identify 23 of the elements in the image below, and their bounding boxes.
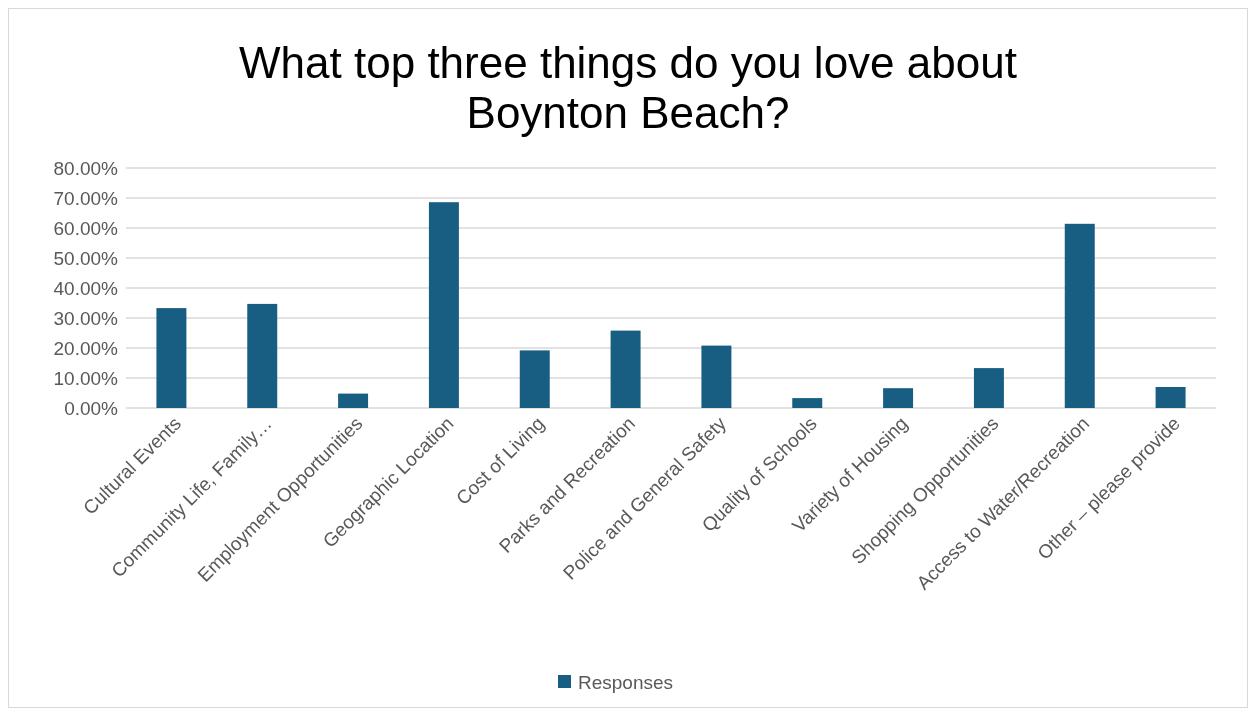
- y-tick-label: 60.00%: [53, 217, 119, 239]
- y-tick-label: 30.00%: [53, 307, 119, 329]
- bar: [973, 368, 1004, 408]
- bar: [247, 303, 278, 408]
- bar: [338, 393, 369, 408]
- bar: [792, 398, 823, 408]
- y-tick-label: 70.00%: [53, 187, 119, 209]
- y-tick-label: 10.00%: [53, 367, 119, 389]
- bar: [883, 388, 914, 408]
- bar: [428, 202, 459, 408]
- y-tick-label: 0.00%: [64, 397, 119, 419]
- y-tick-label: 50.00%: [53, 247, 119, 269]
- bar: [519, 350, 550, 408]
- y-tick-label: 80.00%: [53, 157, 119, 179]
- y-tick-label: 20.00%: [53, 337, 119, 359]
- bar: [1155, 387, 1186, 408]
- chart-title: What top three things do you love about Boynton Beach?: [239, 38, 1017, 137]
- bar: [156, 308, 187, 408]
- y-tick-label: 40.00%: [53, 277, 119, 299]
- legend-label: Responses: [578, 671, 674, 693]
- bar: [610, 330, 641, 408]
- bar: [1064, 223, 1095, 408]
- bar: [701, 345, 732, 408]
